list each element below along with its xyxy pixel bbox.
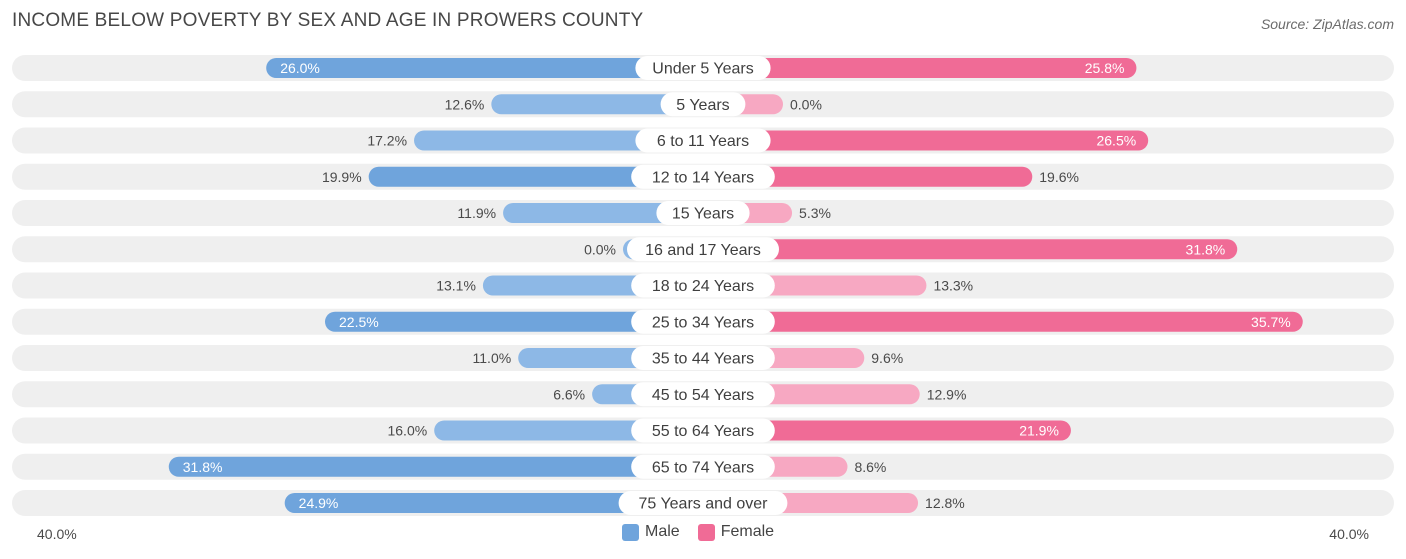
- legend-female-swatch: [697, 523, 715, 541]
- male-bar: [368, 166, 703, 187]
- female-value-label: 12.9%: [927, 386, 967, 402]
- category-label: 12 to 14 Years: [652, 169, 754, 186]
- category-label: 35 to 44 Years: [652, 351, 754, 368]
- category-label: 18 to 24 Years: [652, 278, 754, 295]
- male-value-label: 19.9%: [322, 169, 362, 185]
- legend-female-label: Female: [720, 523, 775, 540]
- category-label-pill: [660, 92, 746, 117]
- category-label-pill: [635, 128, 771, 153]
- legend-male: Male: [622, 523, 680, 541]
- male-bar: [325, 311, 703, 332]
- male-value-label: 31.8%: [183, 459, 223, 475]
- female-bar: [703, 420, 1071, 441]
- category-label: 25 to 34 Years: [652, 314, 754, 331]
- male-bar: [168, 456, 703, 477]
- source-label: Source: ZipAtlas.com: [1260, 16, 1394, 32]
- male-value-label: 17.2%: [367, 133, 407, 149]
- male-bar: [503, 203, 703, 223]
- female-bar: [703, 311, 1303, 332]
- female-value-label: 13.3%: [933, 278, 973, 294]
- category-label-pill: [618, 491, 788, 515]
- category-label: 5 Years: [676, 97, 729, 114]
- male-value-label: 24.9%: [299, 495, 339, 511]
- category-label-pill: [656, 201, 750, 225]
- chart: 26.0% 25.8% Under 5 Years 12.6% 0.0% 5 Years 1…: [12, 55, 1394, 516]
- legend-female: Female: [697, 523, 775, 541]
- category-label: 55 to 64 Years: [652, 423, 754, 440]
- male-value-label: 11.9%: [457, 205, 496, 221]
- category-label-pill: [631, 346, 775, 370]
- male-value-label: 11.0%: [473, 350, 512, 366]
- female-bar: [703, 239, 1238, 260]
- female-value-label: 5.3%: [799, 205, 831, 221]
- category-label-pill: [631, 418, 775, 443]
- female-value-label: 31.8%: [1186, 241, 1226, 257]
- male-bar: [284, 493, 703, 513]
- category-label-pill: [631, 273, 775, 298]
- category-label-pill: [635, 56, 771, 80]
- legend-male-label: Male: [645, 523, 680, 540]
- male-bar: [266, 58, 703, 78]
- category-label-pill: [631, 309, 775, 334]
- category-label: 16 and 17 Years: [645, 242, 761, 259]
- category-label: 15 Years: [672, 206, 734, 223]
- legend-male-swatch: [622, 523, 639, 541]
- legend: Male Female: [622, 523, 786, 541]
- male-bar: [414, 130, 703, 151]
- chart-title: INCOME BELOW POVERTY BY SEX AND AGE IN P…: [12, 10, 644, 31]
- category-label-pill: [627, 237, 779, 262]
- category-label: Under 5 Years: [652, 61, 753, 78]
- male-value-label: 6.6%: [553, 386, 585, 402]
- female-bar: [703, 166, 1033, 187]
- female-value-label: 0.0%: [790, 96, 822, 112]
- female-value-label: 35.7%: [1251, 314, 1291, 330]
- female-value-label: 12.8%: [925, 495, 965, 511]
- male-bar: [491, 94, 703, 115]
- category-label-pill: [631, 164, 775, 189]
- female-value-label: 9.6%: [871, 350, 903, 366]
- axis-right-label: 40.0%: [1329, 526, 1369, 542]
- male-value-label: 16.0%: [387, 423, 427, 439]
- category-label: 65 to 74 Years: [652, 459, 754, 476]
- category-label: 6 to 11 Years: [657, 133, 749, 150]
- female-value-label: 19.6%: [1039, 169, 1079, 185]
- category-label-pill: [631, 382, 775, 407]
- category-label: 75 Years and over: [639, 496, 769, 513]
- category-label-pill: [631, 454, 775, 479]
- female-bar: [703, 58, 1137, 78]
- female-value-label: 21.9%: [1019, 423, 1059, 439]
- male-value-label: 13.1%: [436, 278, 476, 294]
- female-value-label: 8.6%: [854, 459, 886, 475]
- male-value-label: 22.5%: [339, 314, 379, 330]
- category-label: 45 to 54 Years: [652, 387, 754, 404]
- axis-left-label: 40.0%: [37, 526, 77, 542]
- female-bar: [703, 130, 1149, 151]
- female-value-label: 26.5%: [1096, 133, 1136, 149]
- male-value-label: 12.6%: [445, 96, 485, 112]
- male-value-label: 0.0%: [584, 241, 616, 257]
- male-value-label: 26.0%: [280, 60, 320, 76]
- female-value-label: 25.8%: [1085, 60, 1125, 76]
